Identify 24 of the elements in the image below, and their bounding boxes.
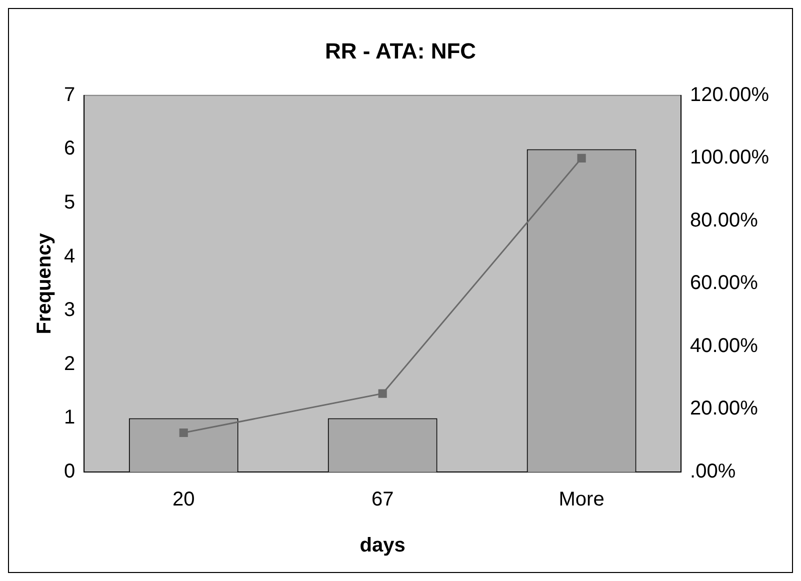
y-tick-label: 2 xyxy=(64,352,76,375)
y-tick-label: 4 xyxy=(64,245,76,268)
point xyxy=(179,428,188,438)
chart-title: RR - ATA: NFC xyxy=(324,38,476,64)
y2-tick-label: .00% xyxy=(690,460,736,483)
point xyxy=(378,389,387,398)
y2-tick-label: 20.00% xyxy=(690,398,758,420)
x-tick-label: More xyxy=(558,488,604,511)
y-tick-label: 1 xyxy=(64,406,76,429)
x-tick-label: 20 xyxy=(172,488,195,511)
y-tick-label: 3 xyxy=(64,299,76,322)
y-tick-label: 7 xyxy=(64,84,76,106)
y2-tick-label: 120.00% xyxy=(690,84,770,106)
y2-tick-label: 80.00% xyxy=(690,209,758,232)
x-axis-title: days xyxy=(360,534,406,557)
y-tick-label: 0 xyxy=(64,460,76,483)
y-tick-label: 5 xyxy=(64,192,76,214)
y2-tick-label: 60.00% xyxy=(690,272,758,294)
x-tick-label: 67 xyxy=(371,488,394,511)
y2-tick-label: 40.00% xyxy=(690,334,758,357)
y-tick-label: 6 xyxy=(64,138,76,160)
y-axis-title: Frequency xyxy=(34,232,56,334)
point xyxy=(577,154,586,162)
y2-tick-label: 100.00% xyxy=(690,146,770,169)
